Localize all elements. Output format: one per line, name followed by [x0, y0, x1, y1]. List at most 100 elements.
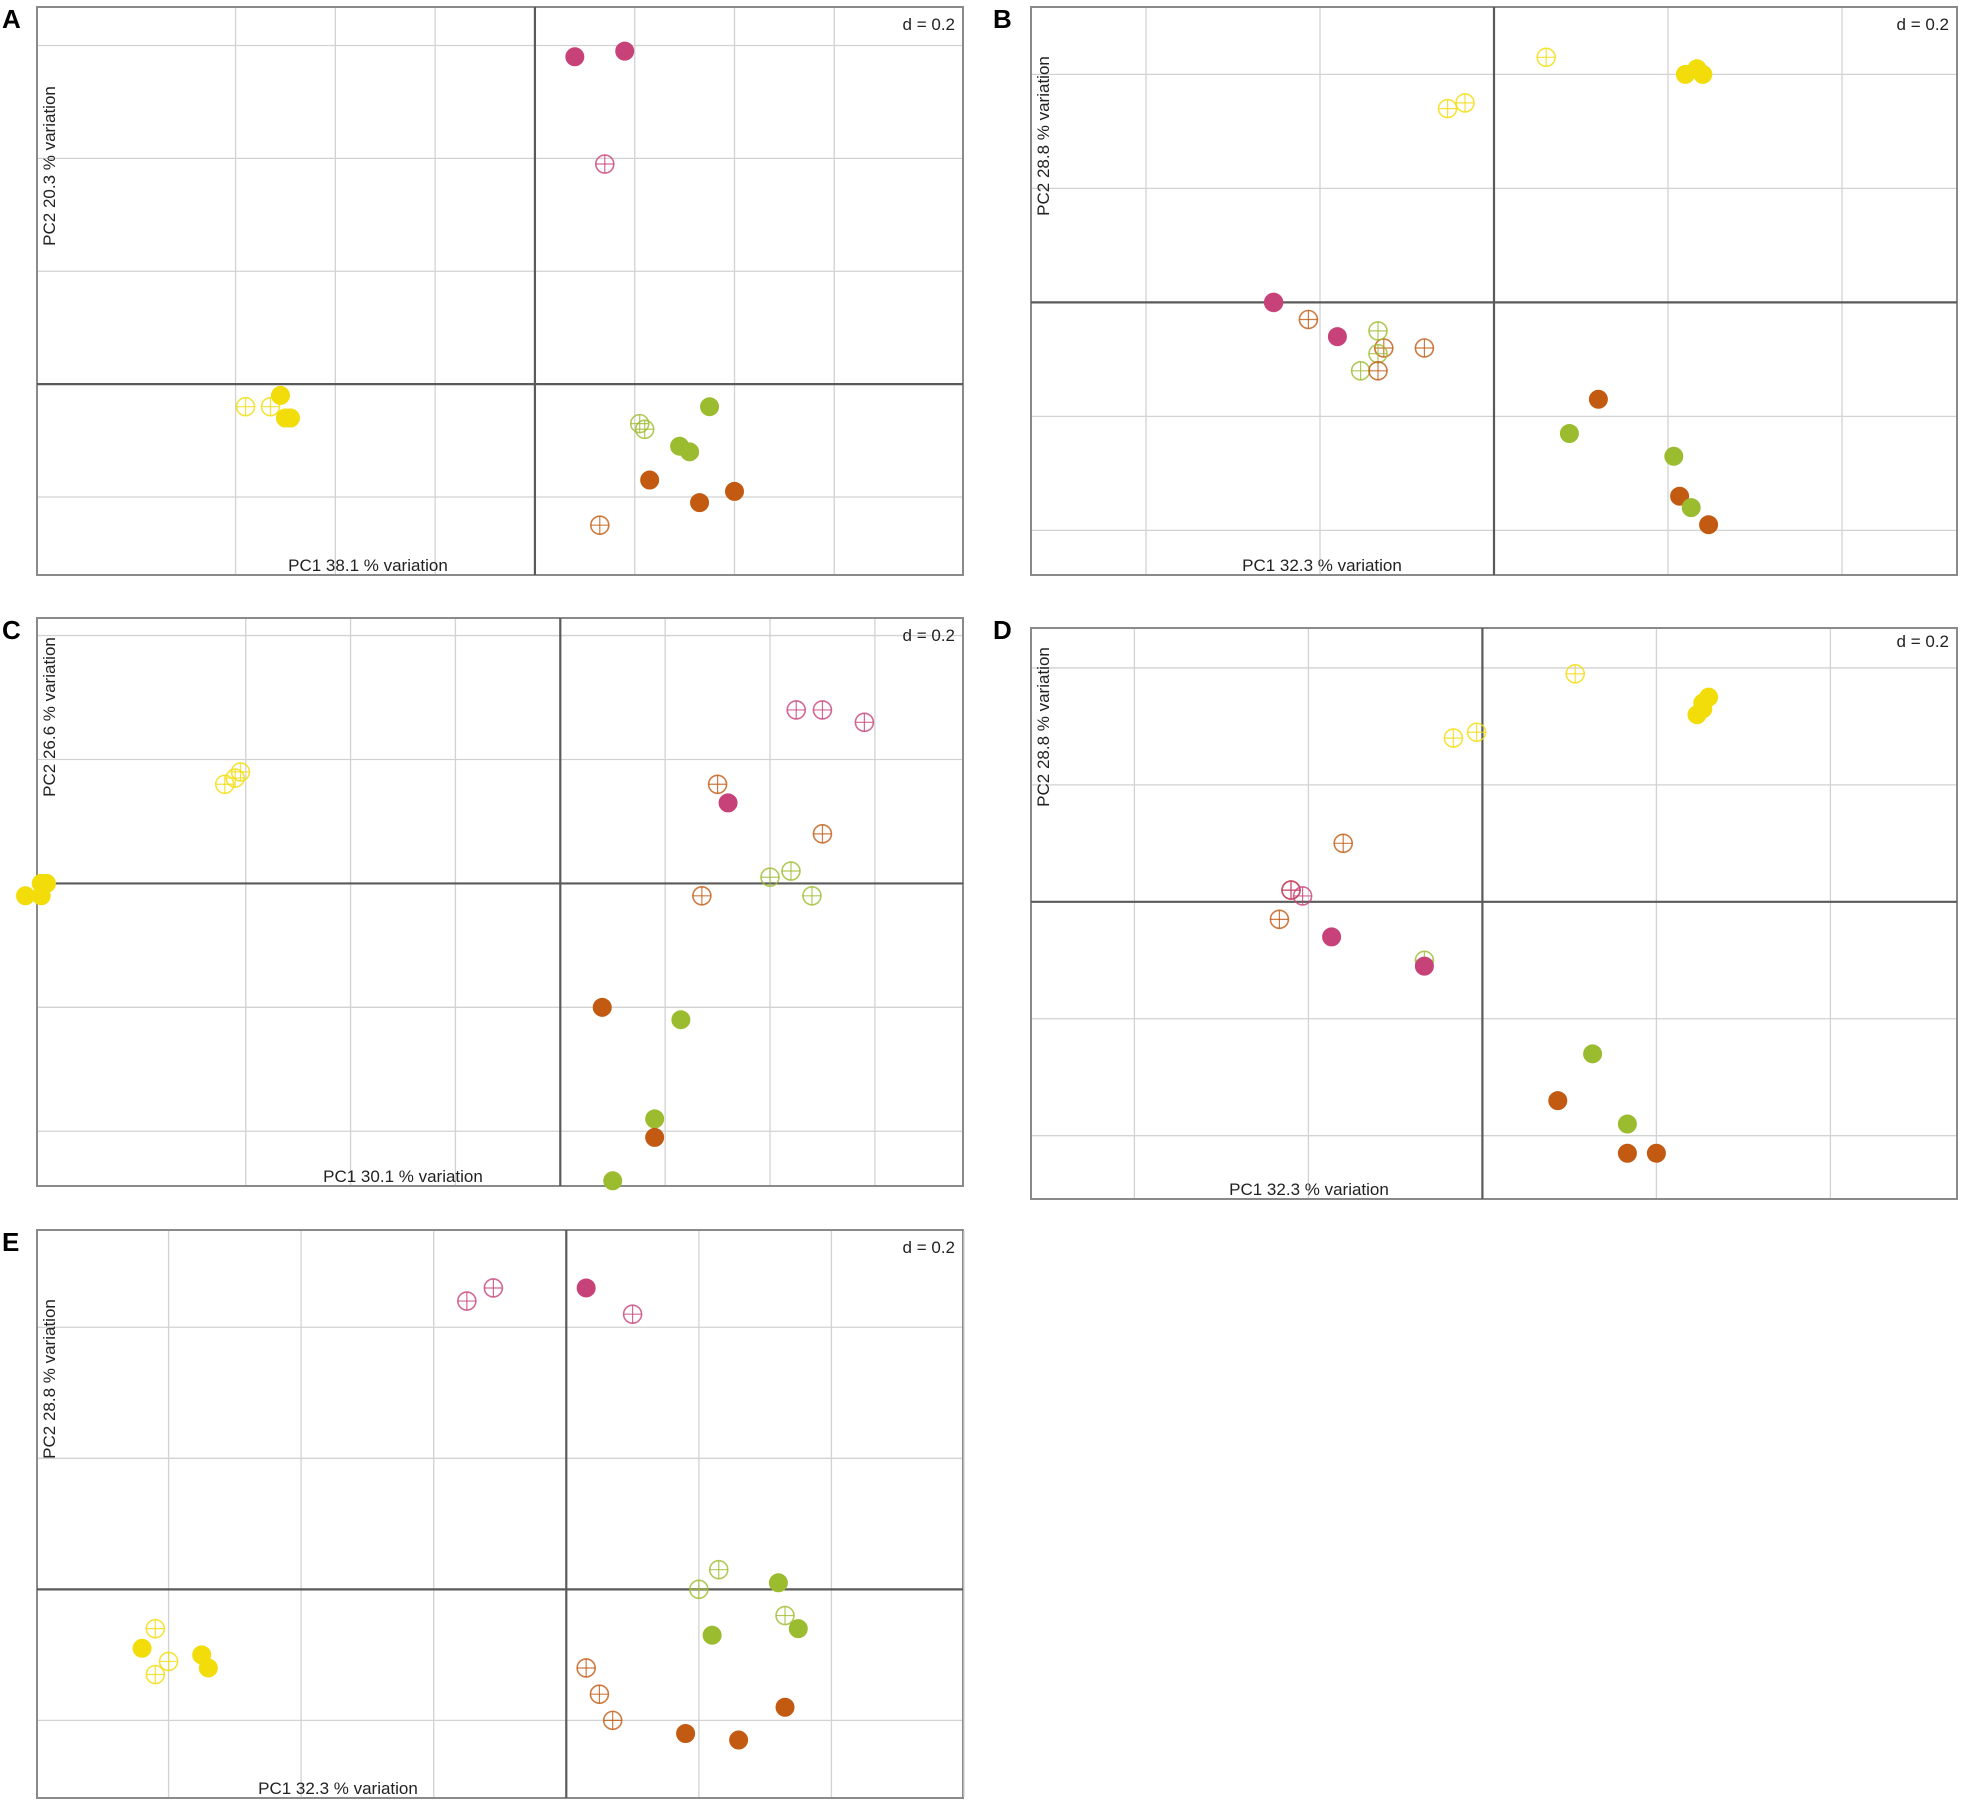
point-open-orange [1368, 360, 1388, 381]
x-axis-label: PC1 32.3 % variation [258, 1779, 418, 1798]
point-open-orange [1269, 909, 1290, 930]
data-points [132, 1278, 808, 1750]
data-points [1269, 663, 1719, 1163]
point-green [1617, 1114, 1637, 1134]
point-open-yellow [1455, 93, 1475, 113]
pca-plot-c: d = 0.2 PC1 30.1 % variation PC2 26.6 % … [16, 617, 964, 1191]
point-yellow [36, 873, 56, 893]
y-axis-label: PC2 28.8 % variation [1034, 56, 1053, 216]
point-open-green [629, 413, 650, 434]
point-pink [565, 47, 585, 67]
grid-lines [38, 1231, 965, 1797]
point-orange [690, 493, 710, 513]
point-orange [640, 470, 660, 490]
grid-lines [1032, 629, 1956, 1198]
panel-letter-a: A [2, 4, 21, 34]
pca-plot-b: d = 0.2 PC1 32.3 % variation PC2 28.8 % … [1030, 6, 1958, 576]
point-open-yellow [1443, 728, 1464, 748]
point-green [768, 1573, 788, 1593]
point-open-pink [1281, 880, 1301, 900]
point-open-yellow [158, 1651, 179, 1672]
point-open-green [1368, 343, 1388, 364]
point-green [1664, 446, 1684, 466]
origin-axes [37, 1230, 963, 1798]
point-yellow [1693, 64, 1713, 84]
grid-lines [38, 8, 962, 574]
point-green [1681, 498, 1701, 518]
point-open-pink [1292, 886, 1313, 906]
plot-frame [36, 1229, 964, 1799]
point-orange [775, 1697, 795, 1717]
point-open-orange [589, 515, 610, 536]
point-open-green [634, 419, 655, 440]
point-open-yellow [1437, 98, 1458, 119]
point-orange [592, 997, 612, 1017]
point-yellow [132, 1638, 152, 1658]
point-open-green [708, 1559, 729, 1580]
point-pink [1327, 327, 1347, 347]
point-open-orange [1333, 833, 1354, 854]
point-open-yellow [145, 1664, 166, 1685]
data-points [235, 41, 744, 536]
point-orange [729, 1730, 749, 1750]
point-open-pink [812, 700, 833, 720]
plot-frame [36, 6, 964, 576]
point-open-green [781, 861, 801, 881]
x-axis-label: PC1 30.1 % variation [323, 1167, 483, 1186]
point-orange [724, 481, 744, 501]
point-yellow [198, 1658, 218, 1678]
origin-axes [37, 618, 963, 1186]
point-open-orange [1298, 309, 1319, 330]
point-pink [576, 1278, 596, 1298]
point-open-green [802, 886, 822, 906]
point-open-pink [622, 1304, 643, 1324]
point-green [700, 397, 720, 417]
point-open-yellow [235, 396, 256, 417]
x-axis-label: PC1 32.3 % variation [1242, 556, 1402, 575]
point-open-orange [602, 1710, 623, 1731]
x-axis-label: PC1 32.3 % variation [1229, 1180, 1389, 1199]
origin-axes [1031, 628, 1957, 1199]
point-green [1583, 1044, 1603, 1064]
point-green [671, 1010, 691, 1030]
point-green [788, 1619, 808, 1639]
point-open-pink [594, 154, 615, 174]
point-open-green [760, 867, 780, 888]
point-open-orange [589, 1684, 610, 1704]
point-open-orange [812, 824, 833, 844]
pca-plot-a: d = 0.2 PC1 38.1 % variation PC2 20.3 % … [36, 6, 964, 576]
point-open-pink [854, 712, 875, 733]
point-open-orange [707, 774, 728, 795]
point-orange [676, 1723, 696, 1743]
point-orange [1699, 515, 1719, 535]
point-open-pink [483, 1278, 504, 1298]
pca-plot-c-svg: d = 0.2 PC1 30.1 % variation PC2 26.6 % … [16, 617, 964, 1191]
point-pink [1414, 956, 1434, 976]
pca-plot-e-svg: d = 0.2 PC1 32.3 % variation PC2 28.8 % … [36, 1229, 965, 1799]
point-orange [1670, 486, 1690, 506]
origin-axes [37, 7, 963, 575]
point-orange [1617, 1143, 1637, 1163]
pca-plot-a-svg: d = 0.2 PC1 38.1 % variation PC2 20.3 % … [36, 6, 964, 576]
point-open-green [689, 1579, 709, 1600]
panel-letter-d: D [993, 615, 1012, 645]
scale-label: d = 0.2 [1897, 632, 1949, 651]
point-open-yellow [214, 774, 235, 795]
point-orange [645, 1127, 665, 1147]
point-open-pink [457, 1291, 477, 1311]
point-yellow [280, 408, 300, 428]
point-open-orange [1414, 338, 1435, 358]
scale-label: d = 0.2 [903, 626, 955, 645]
point-open-yellow [1565, 663, 1586, 684]
point-open-yellow [230, 762, 251, 782]
point-open-green [775, 1605, 795, 1626]
point-yellow [1687, 705, 1707, 725]
point-open-orange [576, 1658, 596, 1678]
y-axis-label: PC2 28.8 % variation [40, 1299, 59, 1459]
point-green [645, 1109, 665, 1129]
scale-label: d = 0.2 [903, 1238, 955, 1257]
point-open-yellow [260, 396, 281, 417]
panel-letter-b: B [993, 4, 1012, 34]
data-points [1263, 47, 1719, 535]
point-green [680, 442, 700, 462]
